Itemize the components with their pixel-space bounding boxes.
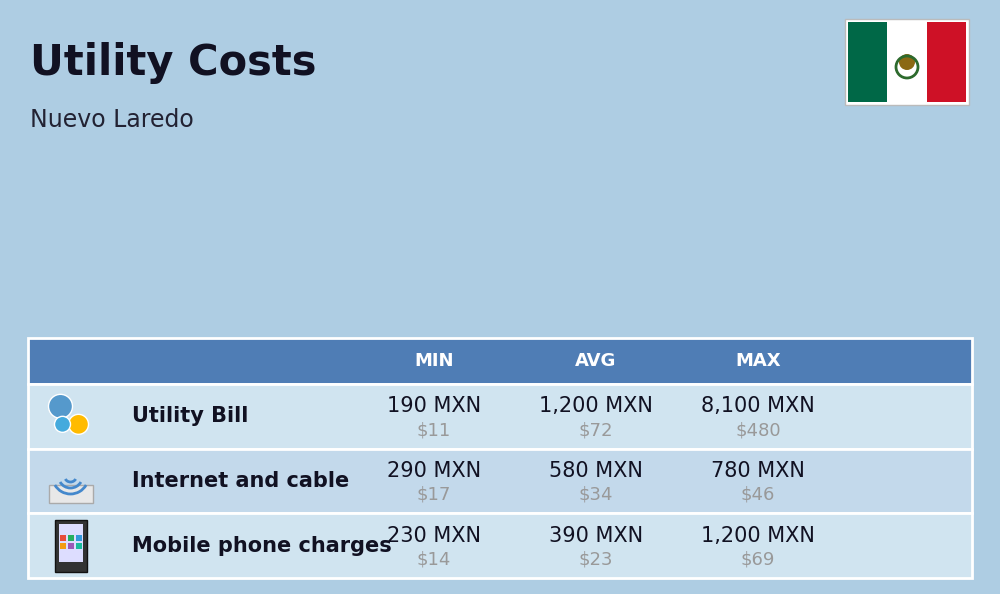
Bar (58, 524, 82, 562)
Text: $480: $480 (735, 421, 781, 440)
Bar (60, 535, 66, 541)
Text: 8,100 MXN: 8,100 MXN (701, 396, 815, 416)
Text: 1,200 MXN: 1,200 MXN (539, 396, 653, 416)
Text: MAX: MAX (735, 352, 781, 370)
Text: $14: $14 (417, 551, 451, 568)
Text: Mobile phone charges: Mobile phone charges (132, 536, 392, 555)
Bar (76, 543, 82, 549)
Text: AVG: AVG (575, 352, 617, 370)
Text: $69: $69 (741, 551, 775, 568)
Bar (887, 22, 927, 102)
Bar (68, 543, 74, 549)
Text: $17: $17 (417, 486, 451, 504)
Bar (60, 543, 66, 549)
Text: Utility Costs: Utility Costs (30, 42, 316, 84)
Text: Nuevo Laredo: Nuevo Laredo (30, 108, 194, 132)
Bar (68, 535, 74, 541)
Text: Internet and cable: Internet and cable (132, 471, 349, 491)
Circle shape (68, 415, 88, 434)
Text: 190 MXN: 190 MXN (387, 396, 481, 416)
Bar (76, 535, 82, 541)
Bar (848, 22, 887, 102)
Text: $11: $11 (417, 421, 451, 440)
Bar (28, 384, 972, 448)
Text: $46: $46 (741, 486, 775, 504)
Text: Utility Bill: Utility Bill (132, 406, 249, 426)
Bar (28, 338, 972, 384)
Text: 290 MXN: 290 MXN (387, 461, 481, 481)
Text: 580 MXN: 580 MXN (549, 461, 643, 481)
Text: 390 MXN: 390 MXN (549, 526, 643, 546)
Bar (54, 520, 87, 571)
Bar (48, 485, 92, 503)
Circle shape (899, 54, 915, 70)
Text: $72: $72 (579, 421, 613, 440)
Circle shape (48, 394, 72, 418)
Text: MIN: MIN (414, 352, 454, 370)
Text: 230 MXN: 230 MXN (387, 526, 481, 546)
Text: $34: $34 (579, 486, 613, 504)
Bar (28, 448, 972, 513)
Bar (28, 513, 972, 578)
Bar (845, 19, 969, 105)
Text: 780 MXN: 780 MXN (711, 461, 805, 481)
Text: 1,200 MXN: 1,200 MXN (701, 526, 815, 546)
Circle shape (54, 416, 70, 432)
Text: $23: $23 (579, 551, 613, 568)
Bar (927, 22, 966, 102)
